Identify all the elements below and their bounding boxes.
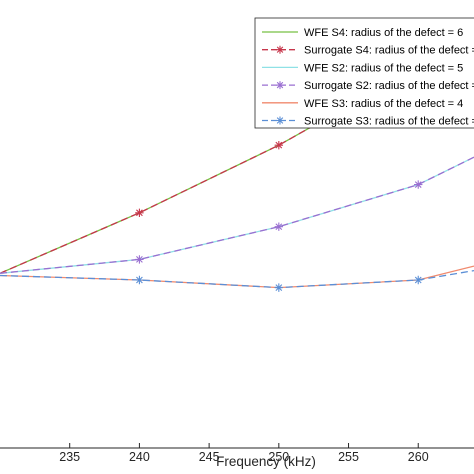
legend-box — [254, 17, 474, 129]
series-marker-2 — [274, 140, 284, 150]
x-tick-label: 235 — [59, 450, 80, 464]
series-marker-4 — [274, 222, 284, 231]
legend-marker — [276, 81, 284, 90]
series-line-3 — [0, 156, 474, 274]
series-marker-4 — [414, 180, 423, 189]
x-tick-label: 255 — [338, 450, 359, 464]
legend-marker — [276, 116, 284, 125]
series-marker-6 — [135, 275, 144, 285]
legend: WFE S4: radius of the defect = 6 Surrogat… — [254, 17, 474, 129]
series-marker-6 — [274, 283, 284, 292]
x-axis-title: Frequency (kHz) — [216, 454, 316, 469]
legend-label: Surrogate S4: radius of the defect = 6 — [304, 45, 474, 57]
series-marker-2 — [135, 208, 144, 217]
legend-entry: Surrogate S4: radius of the defect = 6 — [262, 45, 474, 57]
legend-label: Surrogate S3: radius of the defect = 4 — [304, 116, 474, 128]
legend-entry: Surrogate S3: radius of the defect = 4 — [262, 116, 474, 128]
x-tick-label: 260 — [408, 450, 429, 464]
series-line-4 — [0, 156, 474, 274]
x-tick-label: 245 — [199, 450, 220, 464]
x-ticks: 23524024525025526026 — [59, 443, 429, 464]
series-line-6 — [0, 269, 474, 289]
x-tick-label: 250 — [268, 450, 289, 464]
legend-entry: WFE S2: radius of the defect = 5 — [262, 62, 463, 74]
legend-entry: WFE S3: radius of the defect = 4 — [262, 98, 463, 110]
legend-entry: Surrogate S2: radius of the defect = 5 — [262, 80, 474, 92]
series-marker-6 — [414, 275, 423, 285]
series-marker-4 — [135, 255, 144, 264]
legend-entry: WFE S4: radius of the defect = 6 — [262, 27, 463, 39]
legend-label: Surrogate S2: radius of the defect = 5 — [304, 80, 474, 92]
legend-label: WFE S2: radius of the defect = 5 — [304, 62, 463, 74]
x-tick-label: 240 — [129, 450, 150, 464]
legend-label: WFE S4: radius of the defect = 6 — [304, 27, 463, 39]
series-line-5 — [0, 265, 474, 289]
legend-label: WFE S3: radius of the defect = 4 — [304, 98, 463, 110]
legend-marker — [276, 45, 284, 54]
